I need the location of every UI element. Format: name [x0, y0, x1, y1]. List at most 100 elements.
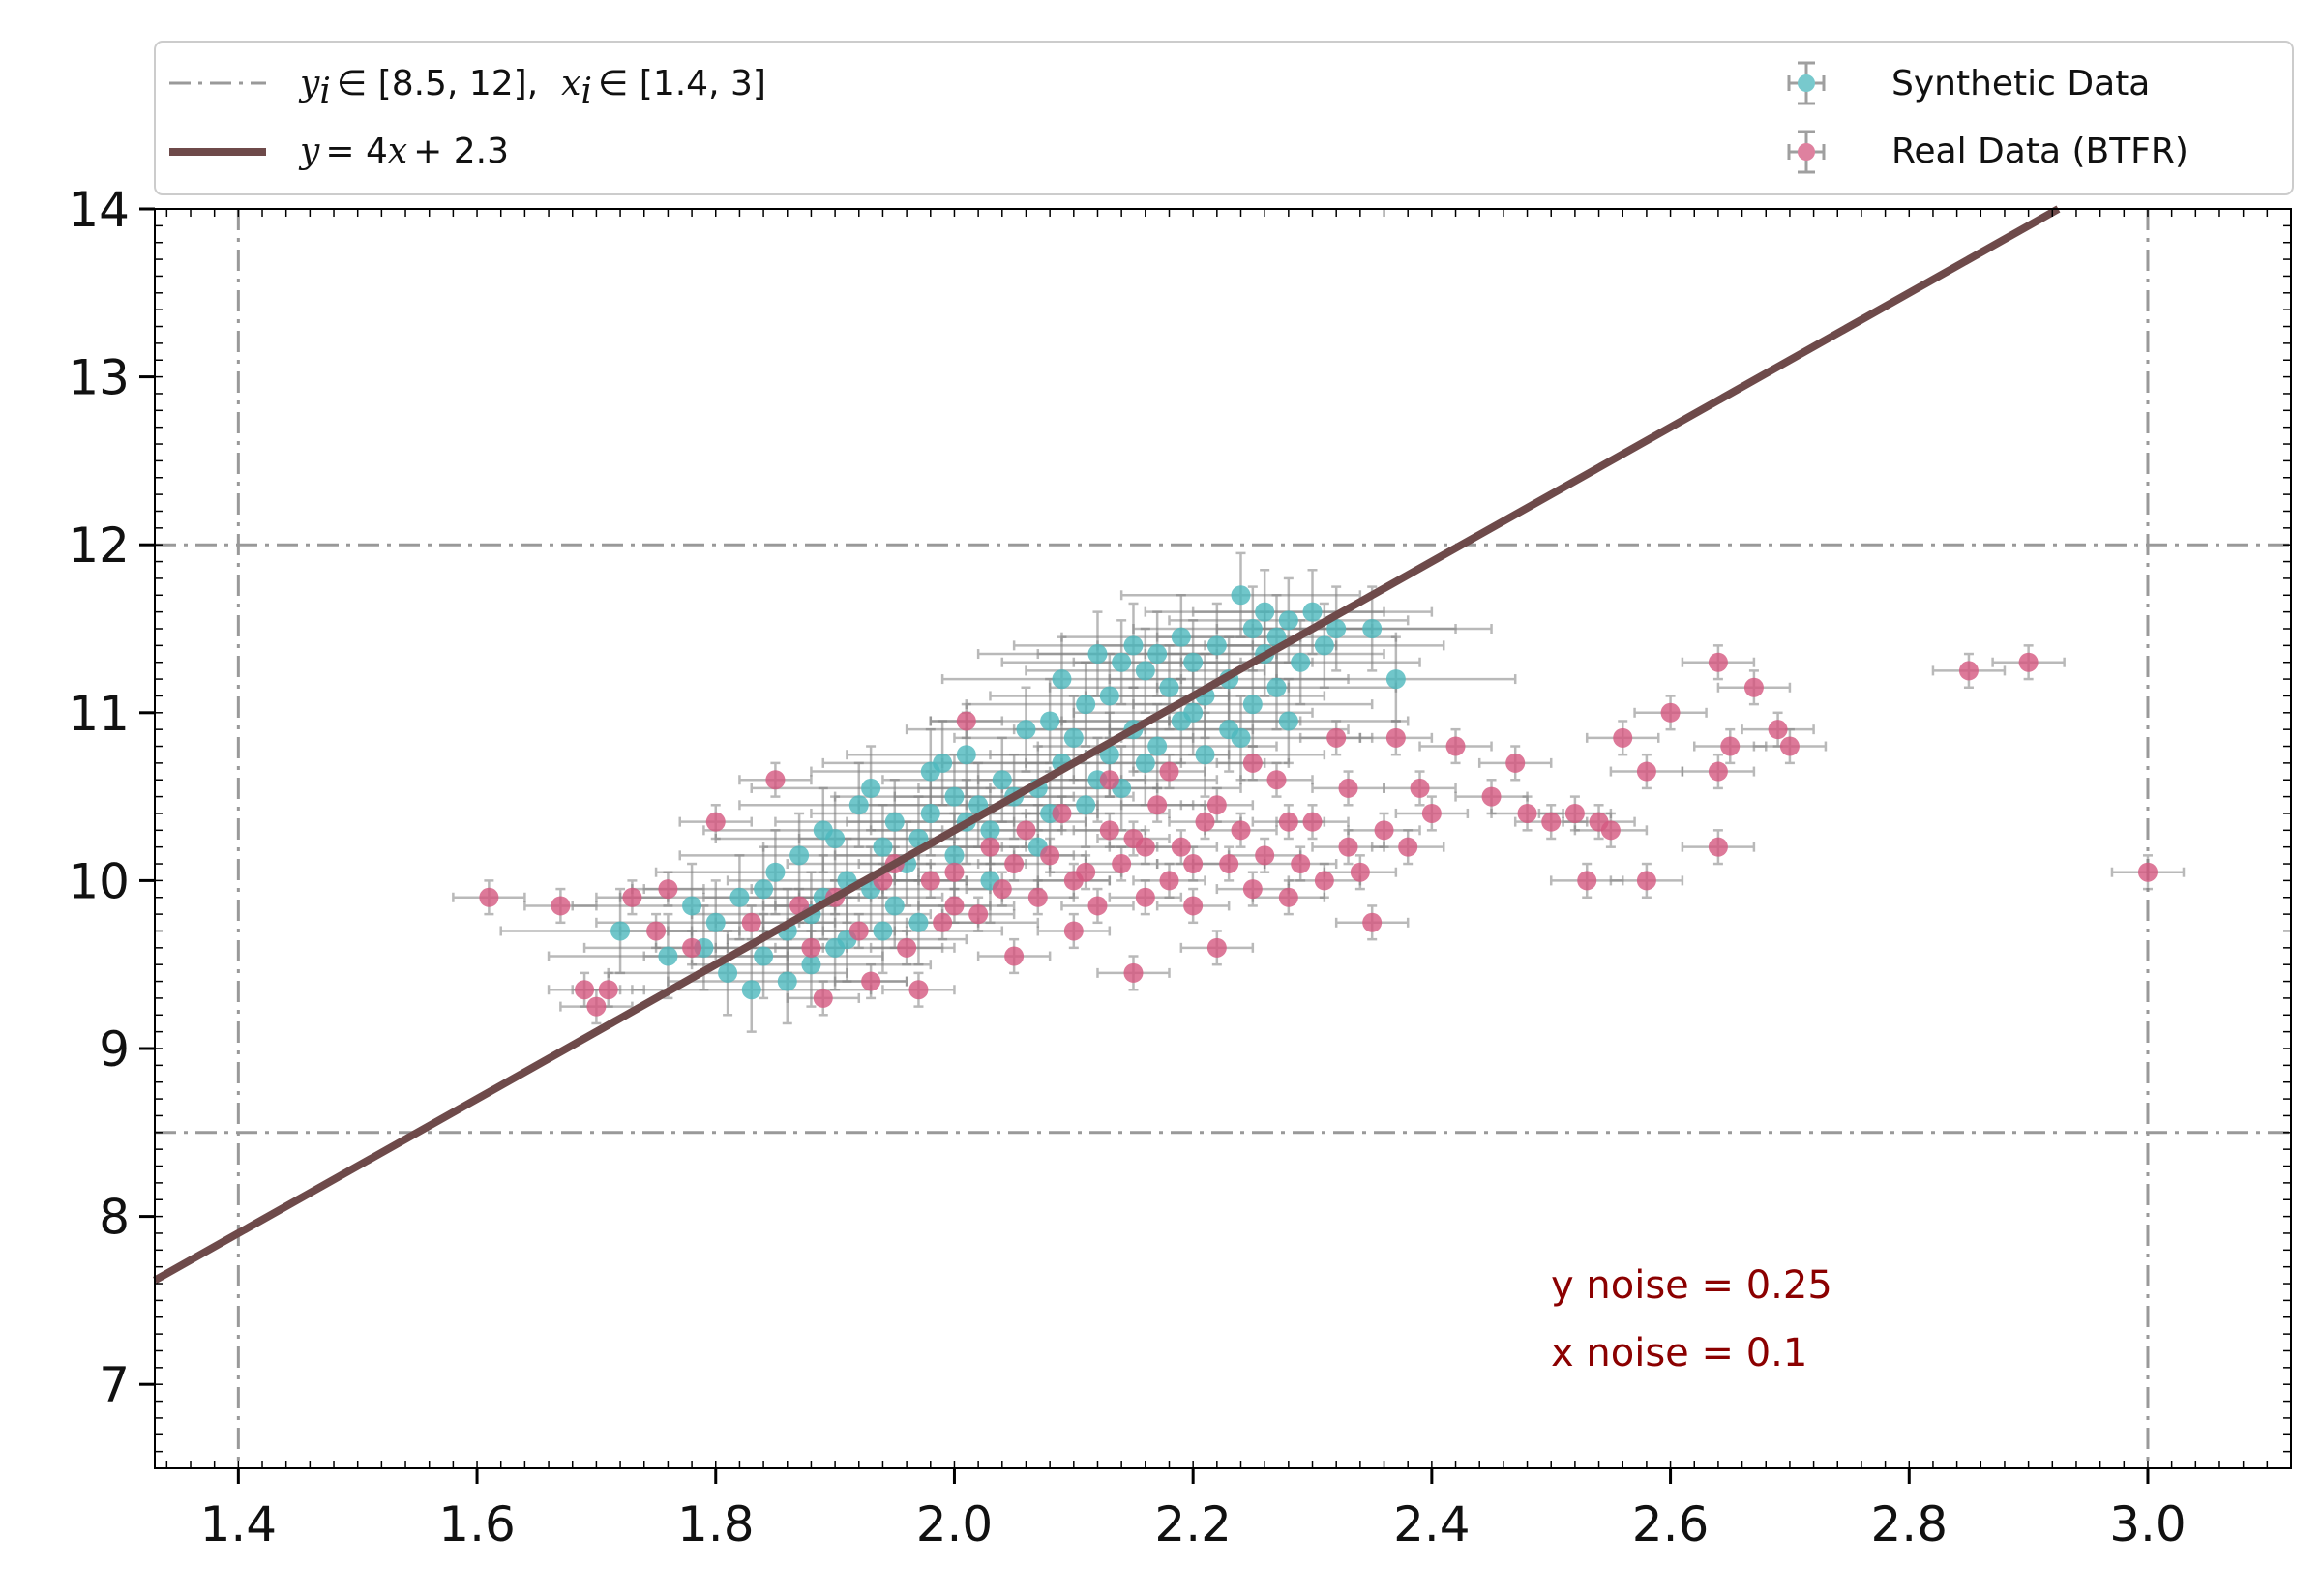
- point-real: [1159, 761, 1179, 782]
- point-real: [1004, 854, 1025, 874]
- y-tick-label: 13: [68, 350, 130, 406]
- point-synthetic: [789, 845, 810, 866]
- point-real: [1052, 803, 1072, 823]
- point-real: [813, 988, 833, 1008]
- point-synthetic: [1326, 619, 1347, 638]
- fit-line-layer: [153, 205, 2061, 1285]
- point-real: [1195, 812, 1215, 832]
- point-real: [1159, 871, 1179, 891]
- point-real: [1278, 812, 1298, 832]
- point-synthetic: [873, 837, 893, 857]
- point-real: [1147, 795, 1168, 815]
- point-real: [1183, 896, 1204, 916]
- annotation-x-noise: x noise = 0.1: [1551, 1331, 1807, 1375]
- point-real: [1350, 862, 1370, 882]
- point-real: [2137, 862, 2158, 882]
- x-tick-label: 2.8: [1871, 1496, 1949, 1552]
- fit-line: [153, 205, 2061, 1285]
- point-real: [1958, 661, 1979, 681]
- point-synthetic: [825, 829, 846, 848]
- point-synthetic: [1231, 585, 1251, 606]
- point-real: [908, 980, 929, 1000]
- point-real: [1099, 770, 1119, 790]
- point-real: [1768, 720, 1788, 740]
- point-real: [1063, 871, 1084, 891]
- point-synthetic: [1076, 695, 1096, 715]
- x-tick-label: 3.0: [2109, 1496, 2187, 1552]
- point-synthetic: [908, 912, 929, 932]
- point-synthetic: [610, 921, 631, 941]
- point-real: [1016, 820, 1036, 841]
- point-real: [897, 937, 917, 958]
- point-synthetic: [1278, 711, 1298, 731]
- x-tick-label: 2.0: [916, 1496, 994, 1552]
- legend-synthetic-swatch: [1787, 61, 1826, 105]
- x-tick-label: 2.2: [1154, 1496, 1232, 1552]
- point-real: [1255, 845, 1275, 866]
- point-real: [933, 912, 953, 932]
- point-synthetic: [1291, 652, 1311, 672]
- point-real: [1338, 778, 1358, 798]
- point-real: [1636, 871, 1656, 891]
- legend: yi ∈ [8.5, 12], xi ∈ [1.4, 3] y = 4x + 2.3 Sy…: [154, 41, 2294, 195]
- point-synthetic: [884, 812, 905, 832]
- y-tick-label: 14: [68, 182, 130, 238]
- point-synthetic: [777, 971, 797, 991]
- point-real: [1219, 854, 1239, 874]
- point-synthetic: [1016, 720, 1036, 740]
- point-real: [1660, 702, 1681, 723]
- point-real: [956, 711, 976, 731]
- y-tick-label: 9: [99, 1021, 130, 1078]
- x-tick-label: 2.4: [1393, 1496, 1471, 1552]
- point-synthetic: [1255, 602, 1275, 622]
- point-synthetic: [1195, 745, 1215, 765]
- point-real: [1779, 736, 1800, 756]
- point-real: [765, 770, 786, 790]
- legend-real-swatch: [1787, 130, 1826, 174]
- point-real: [1564, 803, 1585, 823]
- point-real: [1708, 761, 1728, 782]
- point-synthetic: [861, 778, 881, 798]
- point-synthetic: [718, 962, 738, 983]
- point-real: [1505, 753, 1526, 773]
- point-real: [658, 879, 678, 900]
- point-real: [1517, 803, 1537, 823]
- point-real: [1613, 727, 1633, 748]
- point-synthetic: [980, 820, 1000, 841]
- point-real: [1206, 795, 1227, 815]
- point-synthetic: [944, 845, 965, 866]
- point-real: [1541, 812, 1562, 832]
- point-synthetic: [1183, 652, 1204, 672]
- point-real: [1708, 837, 1728, 857]
- point-synthetic: [705, 912, 726, 932]
- point-synthetic: [848, 795, 869, 815]
- point-synthetic: [1171, 711, 1191, 731]
- point-synthetic: [754, 946, 774, 966]
- point-real: [1410, 778, 1430, 798]
- point-real: [622, 887, 642, 907]
- point-real: [1743, 677, 1764, 697]
- point-real: [1206, 937, 1227, 958]
- point-synthetic: [884, 896, 905, 916]
- annotation-y-noise: y noise = 0.25: [1551, 1263, 1832, 1308]
- point-synthetic: [1385, 669, 1406, 690]
- point-real: [1338, 837, 1358, 857]
- point-real: [992, 879, 1012, 900]
- point-real: [968, 904, 989, 925]
- point-synthetic: [1063, 727, 1084, 748]
- point-synthetic: [944, 786, 965, 807]
- x-tick-label: 1.4: [200, 1496, 278, 1552]
- point-real: [1720, 736, 1741, 756]
- point-real: [1421, 803, 1442, 823]
- x-tick-label: 1.8: [677, 1496, 755, 1552]
- point-synthetic: [765, 862, 786, 882]
- point-real: [1183, 854, 1204, 874]
- point-real: [551, 896, 571, 916]
- point-real: [980, 837, 1000, 857]
- point-real: [1374, 820, 1394, 841]
- y-tick-label: 7: [99, 1357, 130, 1413]
- plot-frame: [154, 208, 2292, 1469]
- legend-fit-label: y = 4x + 2.3: [298, 132, 509, 171]
